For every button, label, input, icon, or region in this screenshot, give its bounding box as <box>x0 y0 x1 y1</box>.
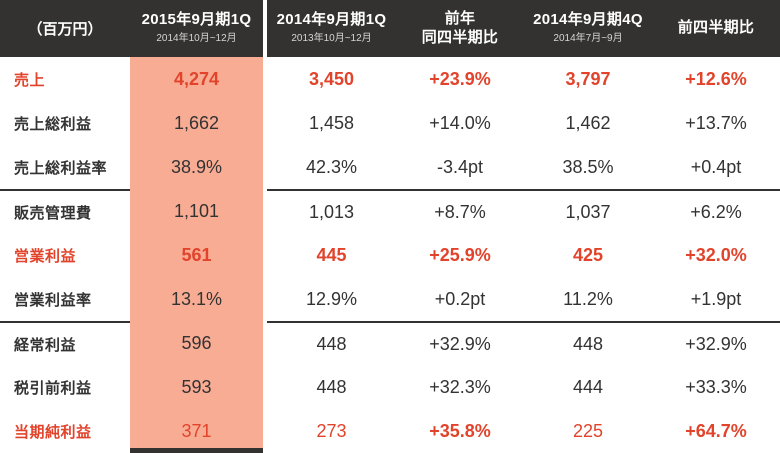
row-label: 売上総利益率 <box>14 159 108 177</box>
column-gap <box>263 233 267 277</box>
column-title-line1: 前年 <box>444 9 476 27</box>
cell-value: 12.9% <box>305 288 358 309</box>
cell-value: 445 <box>316 244 347 265</box>
cell-value: +64.7% <box>685 420 747 441</box>
cell-value: +1.9pt <box>690 288 742 309</box>
cell-value: 448 <box>524 321 652 365</box>
column-gap <box>263 57 267 101</box>
column-subtitle: 2014年7月~9月 <box>553 33 623 45</box>
cell-value: 448 <box>316 376 347 397</box>
column-title: 2015年9月期1Q <box>141 11 252 29</box>
cell-value: 38.9% <box>130 145 263 189</box>
cell-value: +14.0% <box>429 112 491 133</box>
column-gap <box>263 189 267 233</box>
cell-value: +13.7% <box>685 112 747 133</box>
cell-value: 225 <box>572 420 604 441</box>
cell-value: 1,037 <box>524 189 652 233</box>
cell-value: 273 <box>316 420 347 441</box>
cell-value: 3,450 <box>308 68 355 89</box>
column-gap <box>263 101 267 145</box>
unit-label: （百万円） <box>27 21 103 38</box>
row-label: 当期純利益 <box>14 423 92 441</box>
column-title-line2: 同四半期比 <box>421 28 499 46</box>
cell-value: 3,797 <box>565 68 611 89</box>
row-label: 営業利益 <box>14 247 77 265</box>
cell-value: +32.9% <box>652 321 780 365</box>
cell-value: 371 <box>130 409 263 453</box>
header-left-block: （百万円） 2015年9月期1Q 2014年10月~12月 <box>0 0 263 57</box>
column-title: 2014年9月期4Q <box>533 11 643 29</box>
cell-value: 38.5% <box>562 156 614 177</box>
row-label: 営業利益率 <box>14 291 92 309</box>
cell-value: +35.8% <box>429 420 491 441</box>
column-gap <box>263 277 267 321</box>
cell-value: 561 <box>130 233 263 277</box>
highlight-column-bottom-bar <box>130 448 263 453</box>
row-label: 経常利益 <box>0 321 130 365</box>
column-gap <box>263 365 267 409</box>
column-header-yoy: 前年 同四半期比 <box>396 0 524 57</box>
cell-value: 425 <box>572 244 604 265</box>
cell-value: 1,462 <box>565 112 611 133</box>
cell-value: -3.4pt <box>436 156 484 177</box>
column-gap <box>263 409 267 453</box>
cell-value: 444 <box>572 376 604 397</box>
row-label: 売上 <box>14 71 46 89</box>
cell-value: +33.3% <box>685 376 747 397</box>
cell-value: +23.9% <box>429 68 491 89</box>
cell-value: 13.1% <box>130 277 263 321</box>
cell-value: +8.7% <box>396 189 524 233</box>
column-gap <box>263 321 267 365</box>
column-title: 2014年9月期1Q <box>276 11 387 29</box>
header-right-block: 2014年9月期1Q 2013年10月~12月 前年 同四半期比 2014年9月… <box>267 0 780 57</box>
column-header-qoq: 前四半期比 <box>652 0 780 57</box>
cell-value: 4,274 <box>130 57 263 101</box>
cell-value: +32.0% <box>685 244 747 265</box>
cell-value: 42.3% <box>305 156 358 177</box>
row-label: 販売管理費 <box>0 189 130 233</box>
column-subtitle: 2013年10月~12月 <box>291 33 372 45</box>
cell-value: 1,662 <box>130 101 263 145</box>
cell-value: 593 <box>130 365 263 409</box>
column-gap <box>263 145 267 189</box>
row-label: 税引前利益 <box>14 379 92 397</box>
cell-value: 1,013 <box>267 189 396 233</box>
cell-value: +32.3% <box>429 376 491 397</box>
cell-value: +0.2pt <box>434 288 486 309</box>
cell-value: +0.4pt <box>690 156 742 177</box>
cell-value: +32.9% <box>396 321 524 365</box>
cell-value: 1,101 <box>130 189 263 233</box>
column-header-2014-4q: 2014年9月期4Q 2014年7月~9月 <box>524 0 652 57</box>
cell-value: 1,458 <box>308 112 355 133</box>
column-title: 前四半期比 <box>677 19 755 37</box>
cell-value: +6.2% <box>652 189 780 233</box>
column-header-2014-1q: 2014年9月期1Q 2013年10月~12月 <box>267 0 396 57</box>
column-header-2015-1q: 2015年9月期1Q 2014年10月~12月 <box>130 0 263 57</box>
row-label: 売上総利益 <box>14 115 92 133</box>
header-column-gap <box>263 0 267 57</box>
column-subtitle: 2014年10月~12月 <box>156 33 237 45</box>
cell-value: +25.9% <box>429 244 491 265</box>
cell-value: 448 <box>267 321 396 365</box>
cell-value: 596 <box>130 321 263 365</box>
cell-value: +12.6% <box>685 68 747 89</box>
cell-value: 11.2% <box>563 288 613 309</box>
